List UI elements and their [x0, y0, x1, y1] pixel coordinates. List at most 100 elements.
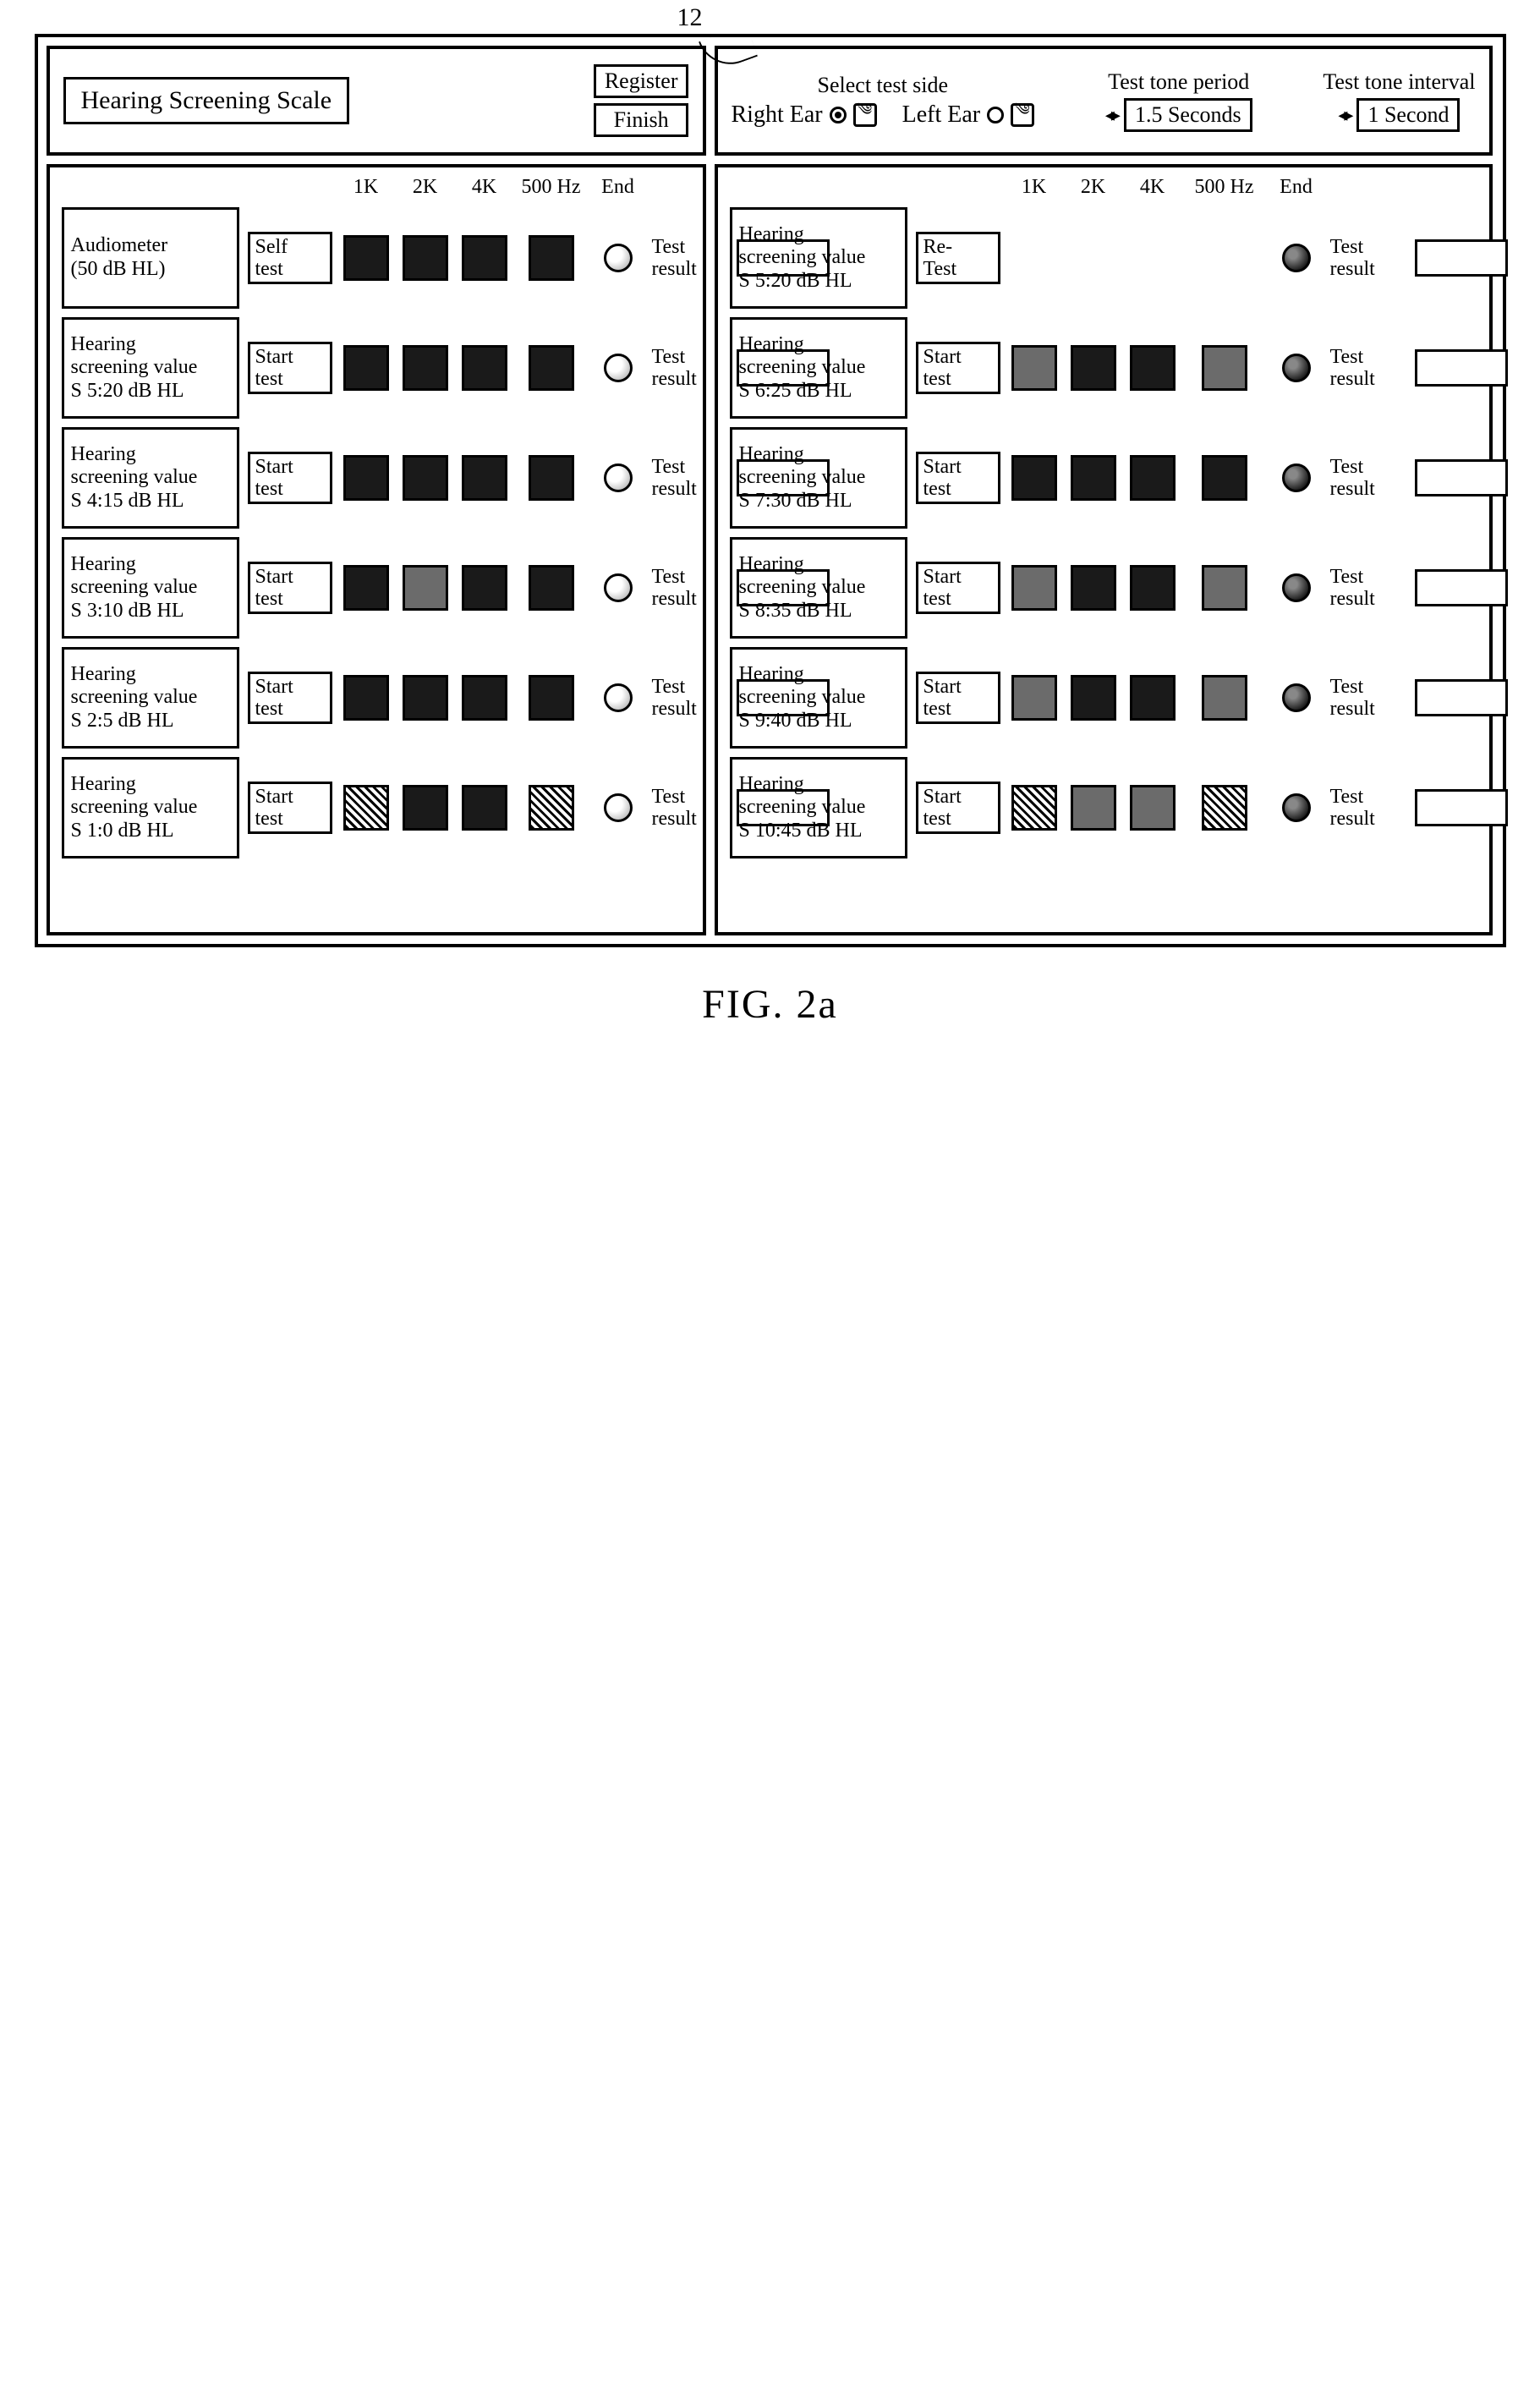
start-test-button[interactable]: Start test	[248, 562, 332, 615]
spinner-icon[interactable]: ◂▸	[1105, 104, 1117, 126]
freq-header: 4K	[1127, 176, 1178, 199]
freq-cell[interactable]	[1202, 675, 1247, 721]
freq-cell[interactable]	[462, 785, 507, 831]
freq-cell[interactable]	[1130, 675, 1176, 721]
freq-cell[interactable]	[343, 345, 389, 391]
start-test-button[interactable]: Start test	[916, 562, 1000, 615]
end-indicator	[604, 793, 633, 822]
end-indicator	[1282, 573, 1311, 602]
freq-cell[interactable]	[1130, 785, 1176, 831]
tone-period-block: Test tone period ◂▸ 1.5 Seconds	[1105, 69, 1252, 132]
freq-cell[interactable]	[529, 235, 574, 281]
left-ear-radio[interactable]	[987, 107, 1004, 123]
freq-cell[interactable]	[343, 785, 389, 831]
right-main: 1K 2K 4K 500 Hz End Hearing screening va…	[715, 164, 1493, 935]
freq-cell[interactable]	[1202, 455, 1247, 501]
start-test-button[interactable]: Start test	[916, 782, 1000, 835]
freq-cell[interactable]	[403, 345, 448, 391]
freq-cell[interactable]	[462, 565, 507, 611]
freq-cell[interactable]	[529, 785, 574, 831]
freq-header: 2K	[1068, 176, 1119, 199]
freq-cell[interactable]	[1071, 675, 1116, 721]
screening-value-label: Hearing screening value S 2:5 dB HL	[62, 647, 239, 749]
finish-button[interactable]: Finish	[594, 103, 689, 137]
freq-cell[interactable]	[1130, 455, 1176, 501]
test-row: Hearing screening value S 6:25 dB HLStar…	[730, 317, 1477, 419]
freq-cell[interactable]	[1011, 675, 1057, 721]
start-test-button[interactable]: Start test	[916, 672, 1000, 725]
test-row: Hearing screening value S 3:10 dB HLStar…	[62, 537, 691, 639]
freq-cell[interactable]	[1202, 785, 1247, 831]
freq-header: 2K	[400, 176, 451, 199]
freq-cell[interactable]	[529, 345, 574, 391]
figure-caption: FIG. 2a	[35, 981, 1506, 1028]
test-result-box	[1415, 459, 1508, 496]
freq-cell[interactable]	[529, 565, 574, 611]
right-ear-radio[interactable]	[830, 107, 847, 123]
test-row: Hearing screening value S 4:15 dB HLStar…	[62, 427, 691, 529]
test-row: Hearing screening value S 1:0 dB HLStart…	[62, 757, 691, 858]
end-indicator	[1282, 354, 1311, 382]
start-test-button[interactable]: Start test	[916, 342, 1000, 395]
start-test-button[interactable]: Start test	[248, 342, 332, 395]
end-indicator	[604, 463, 633, 492]
ui-frame: Hearing Screening Scale Register Finish …	[35, 34, 1506, 947]
test-row: Hearing screening value S 5:20 dB HLRe- …	[730, 207, 1477, 309]
freq-header: 1K	[1009, 176, 1060, 199]
test-row: Audiometer (50 dB HL)Self testTest resul…	[62, 207, 691, 309]
freq-cell[interactable]	[1202, 345, 1247, 391]
select-side-block: Select test side Right Ear ༄ Left Ear ༄	[732, 73, 1035, 129]
freq-cell[interactable]	[343, 235, 389, 281]
right-panel: Select test side Right Ear ༄ Left Ear ༄ …	[715, 46, 1493, 935]
freq-cell[interactable]	[1071, 565, 1116, 611]
right-ear-label: Right Ear	[732, 101, 823, 129]
tone-period-value[interactable]: 1.5 Seconds	[1124, 98, 1252, 132]
freq-cell[interactable]	[403, 675, 448, 721]
right-header-row: 1K 2K 4K 500 Hz End	[730, 176, 1477, 199]
test-row: Hearing screening value S 9:40 dB HLStar…	[730, 647, 1477, 749]
freq-cell[interactable]	[1130, 565, 1176, 611]
freq-cell[interactable]	[462, 235, 507, 281]
freq-cell[interactable]	[1202, 565, 1247, 611]
self-test-button[interactable]: Self test	[248, 232, 332, 285]
test-result-label: Test result	[1330, 456, 1406, 501]
freq-cell[interactable]	[1071, 345, 1116, 391]
start-test-button[interactable]: Start test	[248, 452, 332, 505]
end-indicator	[604, 354, 633, 382]
freq-cell[interactable]	[403, 565, 448, 611]
test-result-label: Test result	[1330, 676, 1406, 721]
screening-value-label: Hearing screening value S 10:45 dB HL	[730, 757, 907, 858]
title: Hearing Screening Scale	[63, 77, 350, 124]
freq-cell[interactable]	[343, 455, 389, 501]
spinner-icon[interactable]: ◂▸	[1338, 104, 1350, 126]
freq-cell[interactable]	[462, 455, 507, 501]
freq-cell[interactable]	[1011, 455, 1057, 501]
end-indicator	[1282, 244, 1311, 272]
freq-cell[interactable]	[343, 675, 389, 721]
freq-cell[interactable]	[1011, 785, 1057, 831]
start-test-button[interactable]: Start test	[248, 672, 332, 725]
end-header: End	[1271, 176, 1322, 199]
freq-cell[interactable]	[1071, 455, 1116, 501]
freq-cell[interactable]	[462, 345, 507, 391]
test-result-label: Test result	[1330, 236, 1406, 281]
freq-cell[interactable]	[462, 675, 507, 721]
freq-cell[interactable]	[403, 785, 448, 831]
register-button[interactable]: Register	[594, 64, 689, 98]
freq-cell[interactable]	[529, 455, 574, 501]
freq-cell[interactable]	[403, 455, 448, 501]
freq-cell[interactable]	[343, 565, 389, 611]
end-indicator	[1282, 463, 1311, 492]
end-indicator	[604, 683, 633, 712]
freq-cell[interactable]	[1011, 345, 1057, 391]
freq-cell[interactable]	[403, 235, 448, 281]
start-test-button[interactable]: Start test	[248, 782, 332, 835]
retest-button[interactable]: Re- Test	[916, 232, 1000, 285]
freq-cell[interactable]	[529, 675, 574, 721]
start-test-button[interactable]: Start test	[916, 452, 1000, 505]
test-result-label: Test result	[1330, 786, 1406, 831]
freq-cell[interactable]	[1071, 785, 1116, 831]
freq-cell[interactable]	[1130, 345, 1176, 391]
tone-interval-value[interactable]: 1 Second	[1356, 98, 1460, 132]
freq-cell[interactable]	[1011, 565, 1057, 611]
